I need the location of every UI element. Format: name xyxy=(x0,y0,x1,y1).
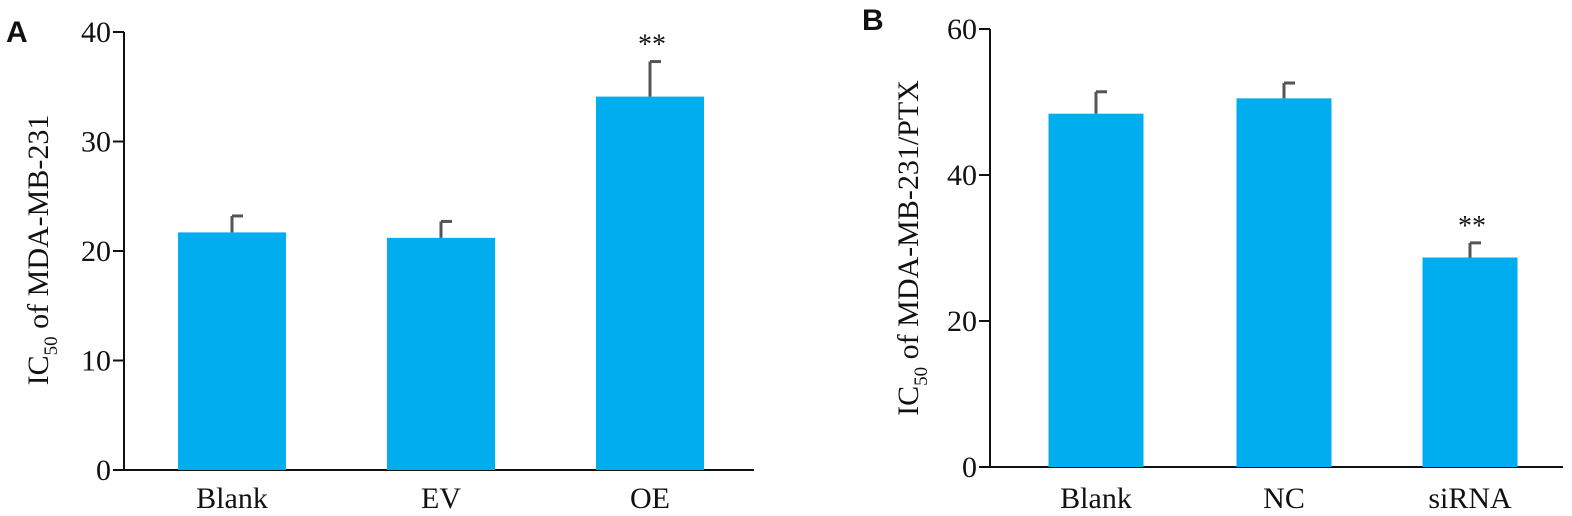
chart-1-y-tick-label: 60 xyxy=(947,13,977,46)
chart-0-bar-ev xyxy=(387,237,495,470)
chart-1-x-tick-label-nc: NC xyxy=(1263,482,1305,515)
chart-1-bar-blank xyxy=(1048,113,1144,468)
chart-0-y-tick-label: 0 xyxy=(96,454,111,487)
chart-0-y-tick-label: 30 xyxy=(81,126,111,159)
chart-1-y-tick-label: 0 xyxy=(962,451,977,484)
chart-0-bar-oe xyxy=(596,96,704,470)
chart-1-x-tick-label-blank: Blank xyxy=(1060,482,1132,515)
chart-0-panel-letter: A xyxy=(6,16,28,49)
chart-0-x-tick-label-oe: OE xyxy=(630,482,670,515)
chart-0-bar-blank xyxy=(178,232,286,470)
panel-a: A 0 10 20 30 40 Blank EV ** OE IC50 of MDA-MB-231 xyxy=(6,16,754,515)
chart-0-x-tick-label-blank: Blank xyxy=(196,482,268,515)
chart-1-significance-sirna: ** xyxy=(1458,211,1486,242)
chart-0-y-axis-title: IC50 of MDA-MB-231 xyxy=(22,115,62,386)
chart-0-y-tick-label: 20 xyxy=(81,235,111,268)
chart-1-y-tick-label: 20 xyxy=(947,305,977,338)
chart-1-y-axis-title: IC50 of MDA-MB-231/PTX xyxy=(892,80,932,416)
chart-1-panel-letter: B xyxy=(862,4,884,37)
chart-1-x-tick-label-sirna: siRNA xyxy=(1428,482,1512,515)
chart-1-bar-sirna xyxy=(1422,257,1518,467)
chart-1-y-tick-label: 40 xyxy=(947,159,977,192)
chart-0-x-tick-label-ev: EV xyxy=(421,482,461,515)
chart-0-y-tick-label: 10 xyxy=(81,345,111,378)
chart-0-y-tick-label: 40 xyxy=(81,16,111,49)
chart-1-bar-nc xyxy=(1236,98,1332,467)
chart-0-significance-oe: ** xyxy=(638,30,666,61)
panel-b: B 0 20 40 60 Blank NC ** siRNA IC50 of MDA-MB-231… xyxy=(862,4,1563,515)
